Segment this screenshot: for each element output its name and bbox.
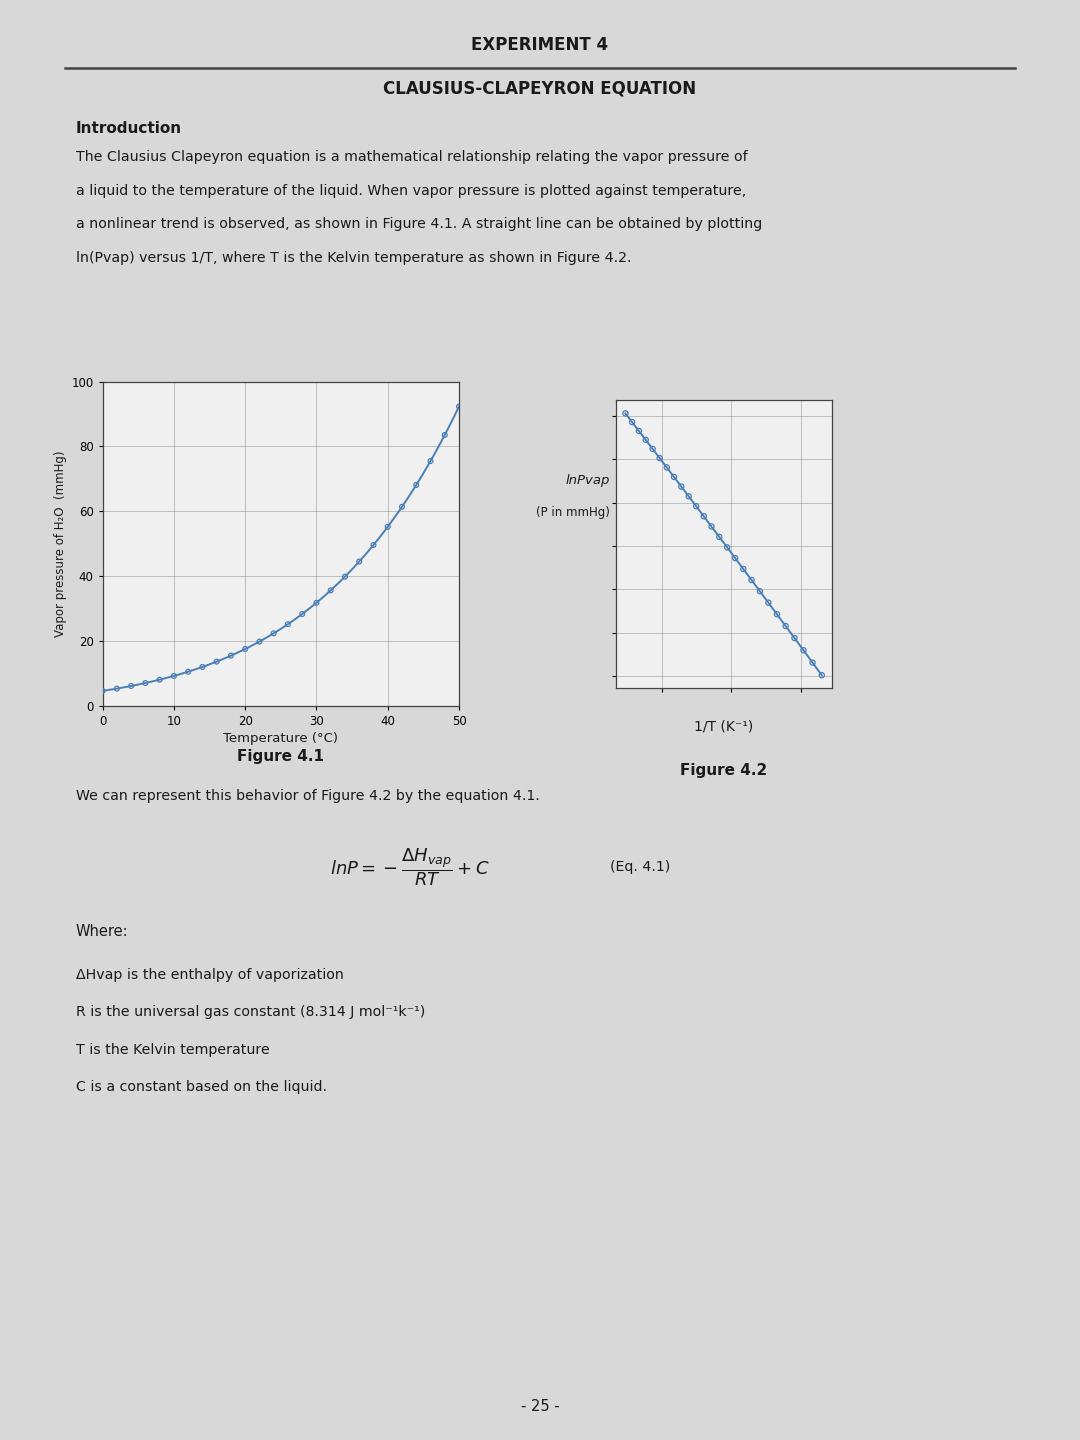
Point (768, 603, 785, 626)
Point (365, 533, 382, 556)
Point (727, 547, 744, 570)
Point (151, 668, 168, 691)
Text: Figure 4.2: Figure 4.2 (680, 763, 767, 778)
Text: (P in mmHg): (P in mmHg) (537, 505, 610, 520)
Text: The Clausius Clapeyron equation is a mathematical relationship relating the vapo: The Clausius Clapeyron equation is a mat… (76, 150, 747, 164)
Point (644, 438, 661, 461)
Text: a liquid to the temperature of the liquid. When vapor pressure is plotted agains: a liquid to the temperature of the liqui… (76, 183, 746, 197)
Point (237, 638, 254, 661)
Point (407, 474, 424, 497)
Point (658, 456, 675, 480)
Point (734, 557, 752, 580)
Point (336, 564, 353, 588)
Text: a nonlinear trend is observed, as shown in Figure 4.1. A straight line can be ob: a nonlinear trend is observed, as shown … (76, 217, 761, 232)
Point (122, 674, 139, 697)
Point (680, 485, 698, 508)
Text: ΔHvap is the enthalpy of vaporization: ΔHvap is the enthalpy of vaporization (76, 968, 343, 982)
Point (665, 465, 683, 488)
Point (673, 475, 690, 498)
Point (743, 569, 760, 592)
Point (696, 505, 713, 528)
Text: lnPvap: lnPvap (566, 474, 610, 488)
Text: We can represent this behavior of Figure 4.2 by the equation 4.1.: We can represent this behavior of Figure… (76, 789, 539, 804)
Point (777, 615, 794, 638)
Point (703, 516, 720, 539)
Text: T is the Kelvin temperature: T is the Kelvin temperature (76, 1043, 269, 1057)
Point (813, 664, 831, 687)
Point (804, 651, 821, 674)
Point (165, 664, 183, 687)
Text: C is a constant based on the liquid.: C is a constant based on the liquid. (76, 1080, 326, 1094)
Point (280, 612, 297, 635)
Text: Where:: Where: (76, 924, 129, 939)
Point (786, 626, 804, 649)
X-axis label: Temperature (°C): Temperature (°C) (224, 732, 338, 744)
Point (623, 410, 640, 433)
Point (393, 495, 410, 518)
Point (379, 516, 396, 539)
Text: Introduction: Introduction (76, 121, 181, 135)
Point (193, 655, 211, 678)
Point (137, 671, 154, 694)
Point (308, 592, 325, 615)
Text: $\mathit{ln}P = -\dfrac{\Delta H_{vap}}{RT} + C$: $\mathit{ln}P = -\dfrac{\Delta H_{vap}}{… (330, 847, 490, 887)
Point (208, 649, 226, 672)
Point (251, 631, 268, 654)
Point (718, 536, 735, 559)
Point (637, 428, 654, 451)
Point (759, 592, 777, 615)
Text: - 25 -: - 25 - (521, 1400, 559, 1414)
Point (651, 446, 669, 469)
Point (795, 639, 812, 662)
Point (617, 402, 634, 425)
Point (108, 677, 125, 700)
Point (294, 602, 311, 625)
Text: EXPERIMENT 4: EXPERIMENT 4 (472, 36, 608, 53)
Point (711, 526, 728, 549)
Point (631, 419, 648, 442)
Point (265, 622, 282, 645)
Text: Figure 4.1: Figure 4.1 (238, 749, 324, 763)
Text: CLAUSIUS-CLAPEYRON EQUATION: CLAUSIUS-CLAPEYRON EQUATION (383, 79, 697, 98)
Y-axis label: Vapor pressure of H₂O  (mmHg): Vapor pressure of H₂O (mmHg) (54, 451, 67, 636)
Point (322, 579, 339, 602)
Point (422, 449, 440, 472)
Point (436, 423, 454, 446)
Text: 1/T (K⁻¹): 1/T (K⁻¹) (694, 720, 753, 734)
Text: ln(Pvap) versus 1/T, where T is the Kelvin temperature as shown in Figure 4.2.: ln(Pvap) versus 1/T, where T is the Kelv… (76, 251, 631, 265)
Text: R is the universal gas constant (8.314 J mol⁻¹k⁻¹): R is the universal gas constant (8.314 J… (76, 1005, 424, 1020)
Point (752, 580, 769, 603)
Point (450, 395, 468, 418)
Point (351, 550, 368, 573)
Point (94, 680, 111, 703)
Point (688, 495, 705, 518)
Text: (Eq. 4.1): (Eq. 4.1) (610, 860, 671, 874)
Point (222, 644, 240, 667)
Point (179, 660, 197, 683)
